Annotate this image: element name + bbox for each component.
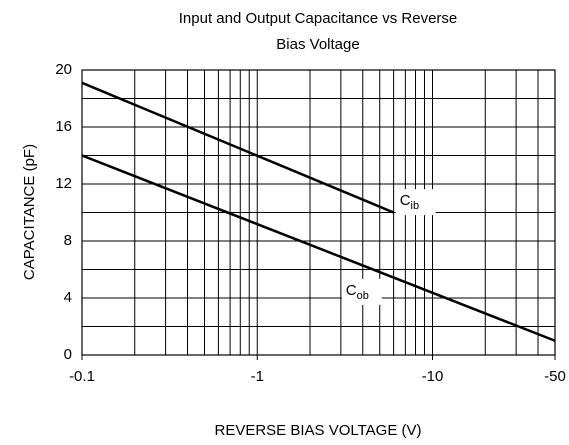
series-line: [81, 154, 556, 342]
y-tick-label: 16: [55, 118, 72, 135]
y-tick-label: 12: [55, 175, 72, 192]
series-name: C: [346, 282, 357, 299]
x-tick-label: -0.1: [69, 368, 95, 385]
series-subscript: ib: [411, 200, 420, 212]
series-label-bg: [341, 278, 382, 305]
series-label: Cob: [346, 282, 369, 302]
series-line: [81, 81, 395, 214]
y-axis-label: CAPACITANCE (pF): [21, 144, 38, 280]
series-subscript: ob: [357, 290, 369, 302]
series-label: Cib: [400, 192, 419, 212]
series-label-bg: [395, 189, 436, 216]
y-tick-label: 8: [64, 232, 72, 249]
x-axis-label: REVERSE BIAS VOLTAGE (V): [215, 422, 422, 439]
y-tick-label: 4: [64, 289, 72, 306]
series-name: C: [400, 192, 411, 209]
y-tick-label: 0: [64, 346, 72, 363]
x-tick-label: -10: [422, 368, 444, 385]
chart-title: Input and Output Capacitance vs Reverse …: [178, 10, 458, 53]
y-tick-label: 20: [55, 61, 72, 78]
x-tick-label: -50: [544, 368, 566, 385]
x-tick-label: -1: [251, 368, 264, 385]
plot-frame: [81, 69, 556, 356]
